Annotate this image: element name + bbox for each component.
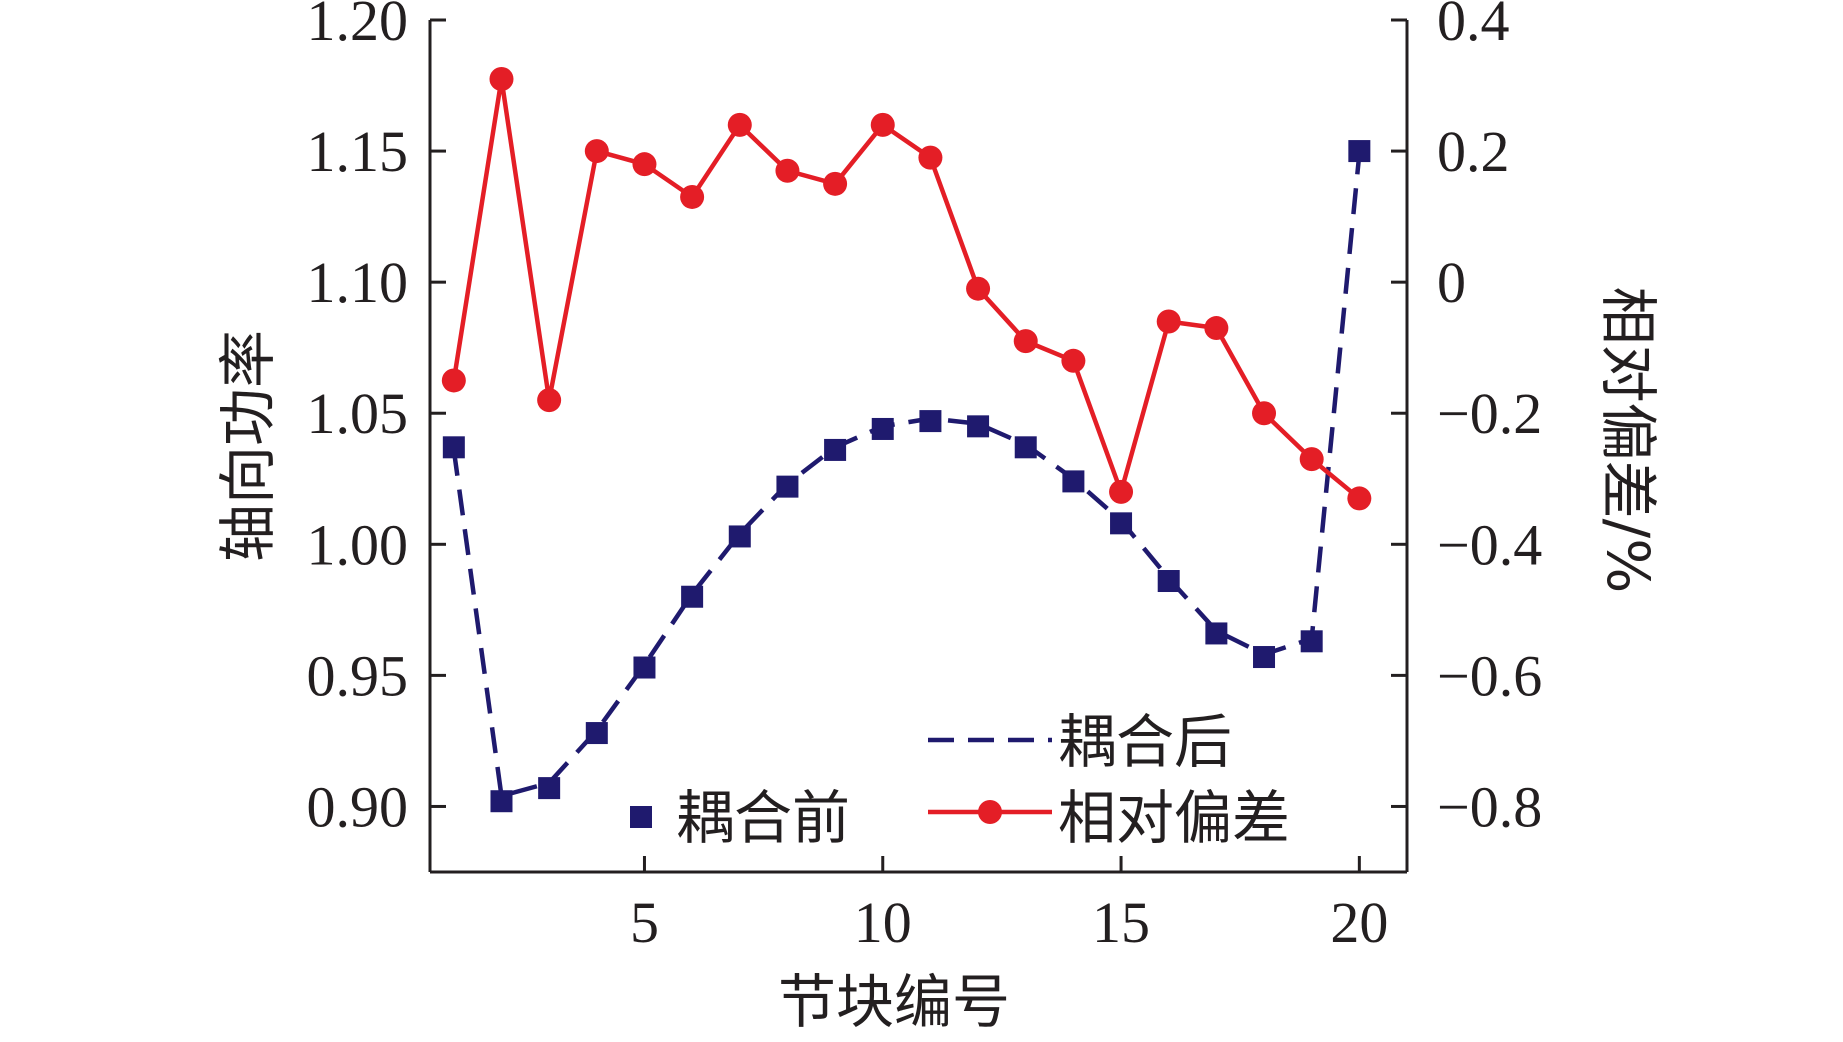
- point-relative-deviation: [680, 184, 705, 209]
- right-y-tick-label: −0.8: [1437, 774, 1542, 839]
- left-y-tick-label: 0.90: [307, 774, 409, 839]
- point-relative-deviation: [632, 152, 657, 177]
- right-y-tick-label: −0.6: [1437, 643, 1542, 708]
- x-tick-label: 10: [854, 890, 912, 955]
- point-before-coupling: [681, 585, 704, 608]
- left-y-tick-label: 1.05: [307, 381, 409, 446]
- point-before-coupling: [967, 415, 990, 438]
- right-y-tick-label: 0.4: [1437, 0, 1510, 53]
- series-line-after-coupling: [451, 153, 1362, 799]
- point-relative-deviation: [1299, 447, 1324, 472]
- right-y-tick-label: −0.2: [1437, 381, 1542, 446]
- point-relative-deviation: [918, 145, 943, 170]
- x-tick-label: 5: [630, 890, 659, 955]
- series-layer: [441, 66, 1372, 813]
- plot-frame: [428, 20, 1409, 874]
- point-before-coupling: [776, 475, 799, 498]
- point-relative-deviation: [537, 388, 562, 413]
- point-before-coupling: [1300, 630, 1323, 653]
- point-relative-deviation: [1252, 401, 1277, 426]
- x-tick-label: 15: [1092, 890, 1150, 955]
- point-relative-deviation: [1204, 316, 1229, 341]
- point-relative-deviation: [489, 66, 514, 91]
- legend-red-circle-symbol: [978, 800, 1002, 824]
- legend-square-symbol: [630, 806, 652, 828]
- left-y-tick-label: 1.00: [307, 512, 409, 577]
- axis-ticks: 5 10 15 20 0.90 0.95 1.00 1.05 1.10 1.15 1.20 −0.8 −…: [307, 0, 1543, 955]
- left-y-tick-label: 0.95: [307, 643, 409, 708]
- point-relative-deviation: [1013, 329, 1038, 354]
- point-relative-deviation: [1156, 309, 1181, 334]
- point-before-coupling: [824, 438, 847, 461]
- point-relative-deviation: [775, 158, 800, 183]
- point-before-coupling: [871, 417, 894, 440]
- legend-label-before-coupling: 耦合前: [676, 784, 850, 852]
- left-axis-title: 轴向功率: [214, 330, 282, 562]
- legend-label-relative-deviation: 相对偏差: [1058, 784, 1290, 852]
- point-before-coupling: [1205, 622, 1228, 645]
- x-tick-label: 20: [1330, 890, 1388, 955]
- point-before-coupling: [1253, 646, 1276, 669]
- point-before-coupling: [728, 525, 751, 548]
- point-before-coupling: [1014, 436, 1037, 459]
- left-y-tick-label: 1.10: [307, 250, 409, 315]
- point-relative-deviation: [966, 276, 991, 301]
- left-y-tick-label: 1.20: [307, 0, 409, 53]
- point-relative-deviation: [441, 368, 466, 393]
- point-relative-deviation: [727, 112, 752, 137]
- legend-label-after-coupling: 耦合后: [1058, 708, 1232, 776]
- x-axis-title: 节块编号: [778, 968, 1010, 1036]
- point-relative-deviation: [1061, 348, 1086, 373]
- right-y-tick-label: 0: [1437, 250, 1466, 315]
- point-before-coupling: [1157, 570, 1180, 593]
- point-before-coupling: [1110, 512, 1133, 535]
- point-relative-deviation: [870, 112, 895, 137]
- point-relative-deviation: [584, 139, 609, 164]
- point-before-coupling: [490, 790, 513, 813]
- point-before-coupling: [538, 777, 561, 800]
- point-relative-deviation: [1347, 486, 1372, 511]
- left-y-tick-label: 1.15: [307, 119, 409, 184]
- point-before-coupling: [1062, 470, 1085, 493]
- point-before-coupling: [1348, 140, 1371, 163]
- right-y-tick-label: −0.4: [1437, 512, 1542, 577]
- point-before-coupling: [442, 436, 465, 459]
- point-before-coupling: [585, 722, 608, 745]
- point-before-coupling: [919, 410, 942, 433]
- right-y-tick-label: 0.2: [1437, 119, 1510, 184]
- point-relative-deviation: [1109, 479, 1134, 504]
- point-before-coupling: [633, 656, 656, 679]
- right-axis-title: 相对偏差/%: [1594, 287, 1662, 594]
- point-relative-deviation: [823, 171, 848, 196]
